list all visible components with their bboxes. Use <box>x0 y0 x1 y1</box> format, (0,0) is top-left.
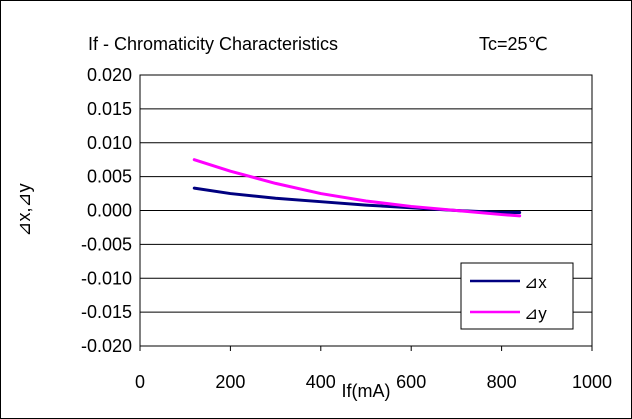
x-tick-label: 400 <box>306 372 336 392</box>
x-tick-label: 200 <box>215 372 245 392</box>
x-axis-label: If(mA) <box>342 381 391 401</box>
x-tick-label: 600 <box>396 372 426 392</box>
y-tick-label: 0.015 <box>87 99 132 119</box>
y-axis-label: ⊿x,⊿y <box>14 183 34 236</box>
y-tick-label: 0.010 <box>87 133 132 153</box>
y-tick-label: -0.010 <box>81 268 132 288</box>
x-tick-label: 1000 <box>572 372 612 392</box>
chart-title: If - Chromaticity Characteristics <box>88 34 338 54</box>
series-line-dy <box>192 158 522 218</box>
y-tick-label: -0.020 <box>81 336 132 356</box>
gridlines <box>140 108 592 313</box>
legend: ⊿x ⊿y <box>460 262 574 330</box>
y-tick-label: -0.005 <box>81 234 132 254</box>
series-lines <box>192 158 522 218</box>
x-tick-labels: 0 200 400 600 800 1000 <box>135 372 612 392</box>
x-tick-label: 0 <box>135 372 145 392</box>
legend-label-dx: ⊿x <box>524 273 547 292</box>
chart-condition: Tc=25℃ <box>479 34 548 54</box>
x-tick-marks <box>139 346 593 351</box>
legend-label-dy: ⊿y <box>524 304 547 323</box>
y-tick-label: -0.015 <box>81 302 132 322</box>
y-tick-label: 0.005 <box>87 167 132 187</box>
y-tick-labels: 0.020 0.015 0.010 0.005 0.000 -0.005 -0.010 -0.… <box>81 65 132 356</box>
y-tick-label: 0.020 <box>87 65 132 85</box>
y-tick-label: 0.000 <box>87 201 132 221</box>
legend-box <box>460 262 574 330</box>
x-tick-label: 800 <box>487 372 517 392</box>
